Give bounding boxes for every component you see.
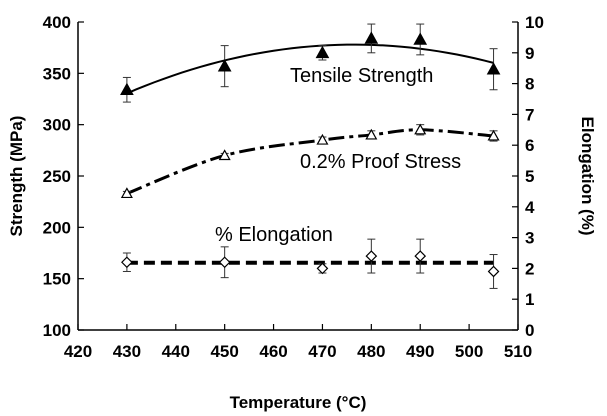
x-tick-label: 420 bbox=[64, 342, 92, 361]
data-point-tensile-strength bbox=[413, 32, 428, 45]
data-point-elongation bbox=[487, 265, 500, 278]
y-right-tick-label: 4 bbox=[525, 198, 535, 217]
data-point-elongation bbox=[414, 250, 427, 262]
data-point-0-2-proof-stress bbox=[414, 123, 427, 135]
y-right-axis-title: Elongation (%) bbox=[578, 117, 597, 236]
y-right-tick-label: 5 bbox=[525, 167, 534, 186]
annotation-elongation: % Elongation bbox=[215, 224, 333, 246]
y-left-axis-title: Strength (MPa) bbox=[7, 116, 26, 237]
y-right-tick-label: 3 bbox=[525, 229, 534, 248]
x-tick-label: 470 bbox=[308, 342, 336, 361]
y-left-tick-label: 250 bbox=[43, 167, 71, 186]
data-point-0-2-proof-stress bbox=[120, 187, 133, 199]
y-right-tick-label: 10 bbox=[525, 13, 544, 32]
data-point-0-2-proof-stress bbox=[365, 128, 378, 140]
x-tick-label: 510 bbox=[504, 342, 532, 361]
x-tick-label: 480 bbox=[357, 342, 385, 361]
y-right-tick-label: 7 bbox=[525, 105, 534, 124]
data-point-tensile-strength bbox=[217, 59, 232, 72]
x-tick-label: 450 bbox=[210, 342, 238, 361]
y-right-tick-label: 0 bbox=[525, 321, 534, 340]
y-left-tick-label: 300 bbox=[43, 116, 71, 135]
y-left-tick-label: 350 bbox=[43, 64, 71, 83]
x-tick-label: 490 bbox=[406, 342, 434, 361]
data-point-elongation bbox=[365, 250, 378, 262]
annotation-tensile-strength: Tensile Strength bbox=[290, 65, 433, 87]
y-left-tick-label: 400 bbox=[43, 13, 71, 32]
y-right-tick-label: 9 bbox=[525, 44, 534, 63]
y-right-tick-label: 8 bbox=[525, 75, 534, 94]
x-tick-label: 460 bbox=[259, 342, 287, 361]
y-left-tick-label: 100 bbox=[43, 321, 71, 340]
data-point-elongation bbox=[316, 262, 329, 275]
data-point-tensile-strength bbox=[120, 82, 134, 96]
x-axis-title: Temperature (°C) bbox=[230, 393, 367, 412]
data-point-tensile-strength bbox=[364, 31, 379, 44]
ticks-layer: 420 430 440 450 460 470 480 490 500 5101001502002… bbox=[43, 13, 544, 361]
x-tick-label: 440 bbox=[162, 342, 190, 361]
y-right-tick-label: 1 bbox=[525, 290, 534, 309]
data-point-elongation bbox=[121, 256, 133, 269]
series-line-tensile-strength bbox=[126, 43, 494, 95]
data-point-0-2-proof-stress bbox=[487, 129, 500, 141]
x-tick-label: 430 bbox=[113, 342, 141, 361]
annotation-proof-stress: 0.2% Proof Stress bbox=[300, 151, 461, 173]
y-right-tick-label: 2 bbox=[525, 259, 534, 278]
series-line-0-2-proof-stress bbox=[126, 128, 494, 195]
markers-layer bbox=[120, 23, 501, 289]
y-right-tick-label: 6 bbox=[525, 136, 534, 155]
data-point-elongation bbox=[218, 256, 231, 269]
series-lines-layer bbox=[126, 43, 494, 265]
data-point-tensile-strength bbox=[315, 45, 330, 59]
data-point-tensile-strength bbox=[486, 62, 501, 75]
y-left-tick-label: 200 bbox=[43, 218, 71, 237]
y-left-tick-label: 150 bbox=[43, 270, 71, 289]
x-tick-label: 500 bbox=[455, 342, 483, 361]
data-point-0-2-proof-stress bbox=[218, 149, 231, 161]
data-point-0-2-proof-stress bbox=[316, 133, 329, 145]
